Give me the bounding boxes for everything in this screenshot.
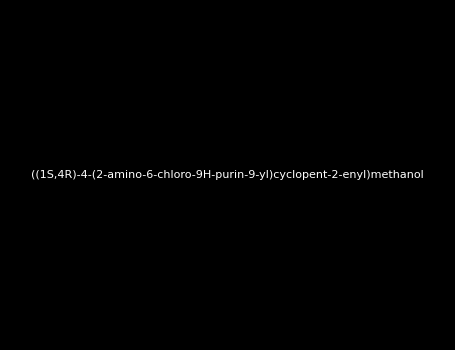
Text: ((1S,4R)-4-(2-amino-6-chloro-9H-purin-9-yl)cyclopent-2-enyl)methanol: ((1S,4R)-4-(2-amino-6-chloro-9H-purin-9-… xyxy=(31,170,424,180)
